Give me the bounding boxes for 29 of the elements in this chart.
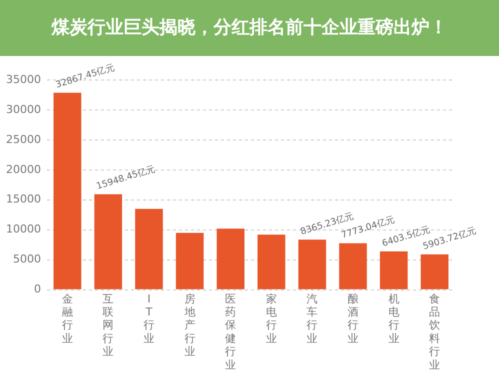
- x-tick-label: IT行业: [143, 292, 154, 345]
- bar: [54, 92, 82, 290]
- y-tick-label: 30000: [6, 102, 41, 116]
- y-tick-label: 35000: [6, 72, 41, 86]
- chart-title: 煤炭行业巨头揭晓，分红排名前十企业重磅出炉！: [0, 0, 499, 56]
- x-tick-label: 金融行业: [62, 292, 73, 345]
- bar: [298, 240, 326, 290]
- x-tick-label: 互联网行业: [102, 292, 114, 358]
- x-tick-label: 家电行业: [266, 292, 277, 345]
- bar: [94, 194, 122, 290]
- bar: [176, 232, 204, 290]
- bar: [420, 254, 448, 290]
- x-tick-label: 食品饮料行业: [428, 292, 440, 372]
- bar: [216, 228, 244, 290]
- x-tick-label: 医药保健行业: [225, 292, 236, 372]
- y-tick-label: 5000: [12, 252, 41, 266]
- bar: [380, 251, 408, 290]
- x-tick-label: 汽车行业: [306, 292, 318, 345]
- y-tick-label: 25000: [6, 132, 41, 146]
- bar: [339, 243, 367, 290]
- y-tick-label: 0: [34, 282, 41, 296]
- x-tick-label: 房地产行业: [183, 292, 196, 358]
- x-tick-label: 酿酒行业: [348, 292, 358, 345]
- bar: [258, 234, 286, 290]
- y-tick-label: 20000: [6, 162, 41, 176]
- y-tick-label: 10000: [6, 222, 41, 236]
- bar: [135, 208, 163, 290]
- y-tick-label: 15000: [6, 192, 41, 206]
- x-tick-label: 机电行业: [388, 292, 400, 345]
